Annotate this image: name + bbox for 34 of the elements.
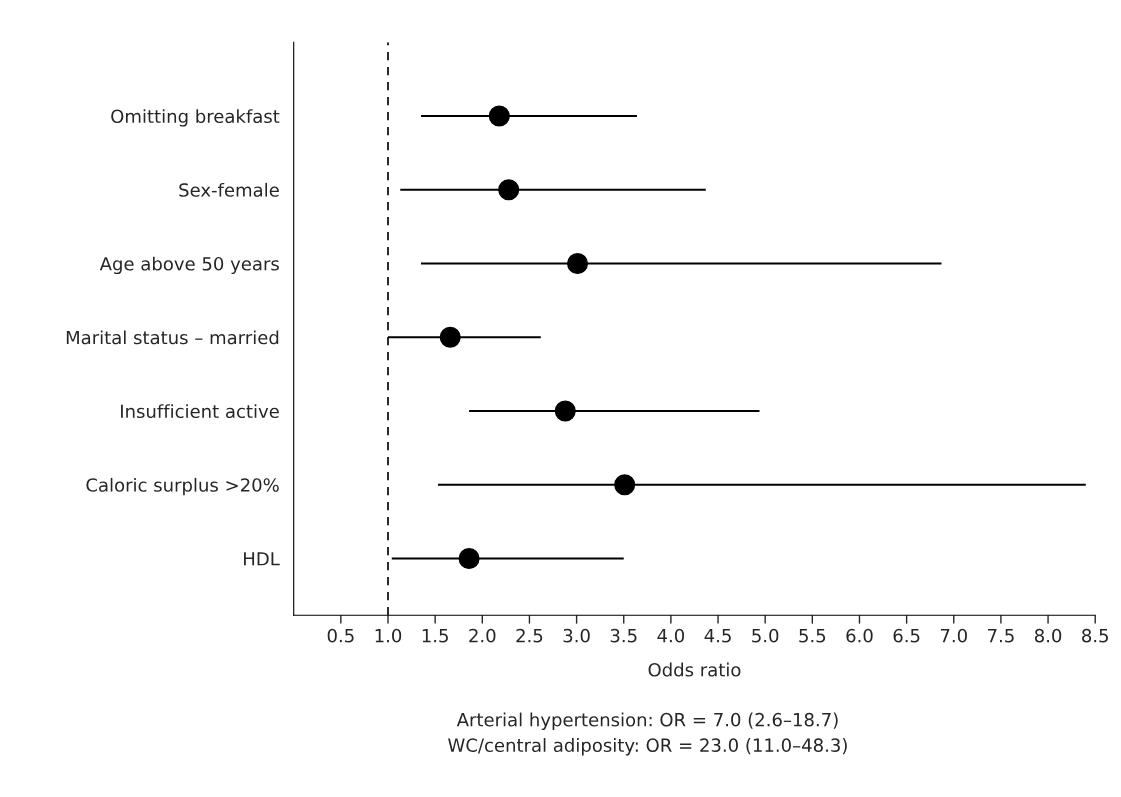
x-axis-title: Odds ratio: [648, 662, 741, 677]
y-tick-label: Omitting breakfast: [111, 109, 280, 127]
point: [498, 179, 520, 201]
y-tick-label: Caloric surplus >20%: [86, 477, 279, 496]
x-tick-label: 8.5: [1082, 628, 1108, 643]
x-tick-label: 7.5: [988, 629, 1014, 643]
x-tick-label: 4.0: [657, 628, 685, 643]
text: WC/central adiposity: OR = 23.0 (11.0–48.3): [448, 738, 847, 756]
y-tick-label: Sex-female: [179, 182, 279, 197]
point: [458, 547, 480, 570]
y-tick-label: Age above 50 years: [99, 256, 279, 275]
y-tick-label: Marital status – married: [66, 330, 279, 345]
x-tick-label: 2.5: [516, 628, 543, 643]
point: [567, 252, 589, 275]
y-tick-label: Insufficient active: [121, 404, 279, 419]
x-tick-label: 2.0: [469, 628, 496, 643]
y-tick-label: HDL: [244, 552, 280, 566]
x-tick-label: 1.0: [375, 628, 402, 643]
x-tick-label: 5.5: [799, 629, 826, 643]
x-tick-label: 3.0: [563, 628, 590, 643]
x-tick-label: 4.5: [704, 629, 731, 643]
x-tick-label: 0.5: [327, 628, 354, 643]
point: [439, 326, 461, 348]
x-tick-label: 6.5: [893, 628, 920, 643]
x-tick-label: 5.0: [752, 628, 779, 643]
point: [554, 400, 576, 422]
point: [488, 105, 510, 127]
x-tick-label: 3.5: [610, 628, 637, 643]
text: Arterial hypertension: OR = 7.0 (2.6–18.7): [456, 712, 838, 731]
x-tick-label: 7.0: [940, 628, 967, 643]
x-tick-label: 6.0: [846, 628, 873, 643]
point: [614, 474, 636, 496]
x-tick-label: 8.0: [1034, 628, 1062, 643]
x-tick-label: 1.5: [422, 629, 448, 643]
